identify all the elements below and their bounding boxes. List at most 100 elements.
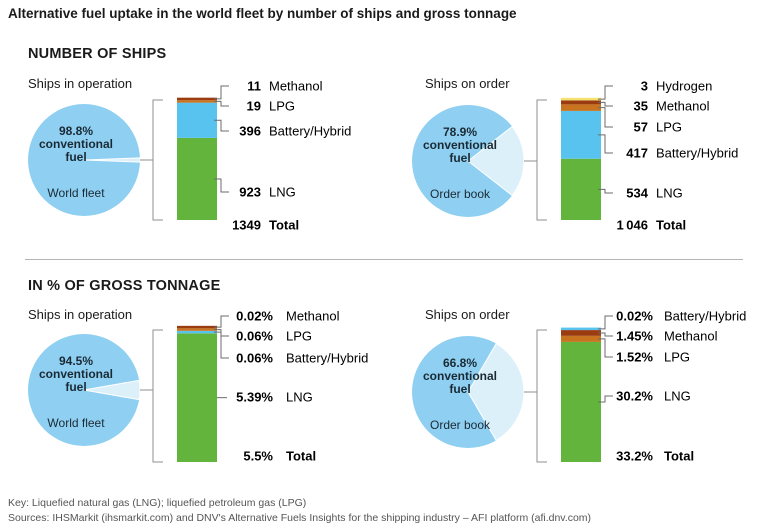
panel2-name-lng: LNG [656, 186, 683, 201]
panel2-name-lpg: LPG [656, 120, 682, 135]
panel4-name-battery-hybrid: Battery/Hybrid [664, 309, 746, 324]
panel1-name-methanol: Methanol [269, 79, 323, 94]
panel1-leader-battery-hybrid [214, 119, 229, 132]
panel4-bar-methanol [561, 330, 601, 336]
panel1-value-methanol: 11 [247, 79, 261, 94]
panel2-bar-methanol [561, 100, 601, 105]
panel3-value-methanol: 0.02% [236, 309, 273, 324]
panel4-bar-battery-hybrid [561, 327, 601, 331]
footer-key: Key: Liquefied natural gas (LNG); liquef… [8, 497, 307, 509]
panel2-name-battery-hybrid: Battery/Hybrid [656, 146, 738, 161]
chart-title: Alternative fuel uptake in the world fle… [8, 6, 517, 21]
panel1-pie-pct-label: 98.8% [59, 124, 93, 138]
panel-subtitle-tonnage-operation: Ships in operation [28, 307, 133, 322]
panel1-pie-name-label: World fleet [47, 186, 105, 200]
panel4-pie-fuel-label: fuel [449, 382, 470, 396]
panel1-leader-lpg [214, 100, 229, 107]
panel1-bar-lng [177, 137, 217, 220]
panel3-leader-battery-hybrid [214, 331, 229, 359]
panel2-value-battery-hybrid: 417 [626, 146, 648, 161]
panel-subtitle-ships-operation: Ships in operation [28, 76, 133, 91]
panel2-name-hydrogen: Hydrogen [656, 79, 712, 94]
panel2-bar-lpg [561, 104, 601, 111]
panel2-leader-battery-hybrid [598, 134, 613, 154]
panel1-bar-lpg [177, 100, 217, 103]
panel1-name-lpg: LPG [269, 99, 295, 114]
panel3-pie-conventional-label: conventional [39, 367, 113, 381]
panel3-name-lng: LNG [286, 390, 313, 405]
panel3-bar-battery-hybrid [177, 330, 217, 334]
panel4-pie-conventional-label: conventional [423, 369, 497, 383]
panel2-pie-conventional-label: conventional [423, 138, 497, 152]
panel2-total-value: 1 046 [616, 218, 648, 233]
panel1-leader-lng [214, 178, 229, 193]
panel2-pie-alternative-slice [467, 125, 525, 197]
panel1-total-value: 1349 [232, 218, 261, 233]
panel4-pie-name-label: Order book [430, 418, 491, 432]
panel3-leader-methanol [214, 315, 229, 328]
panel3-bar-methanol [177, 325, 217, 329]
panel3-pie-name-label: World fleet [47, 416, 105, 430]
panel2-bar-hydrogen [561, 97, 601, 101]
panel4-name-lpg: LPG [664, 350, 690, 365]
panel3-value-lng: 5.39% [236, 390, 273, 405]
panel2-name-methanol: Methanol [656, 99, 710, 114]
panel4-value-battery-hybrid: 0.02% [616, 309, 653, 324]
panel2-value-lpg: 57 [634, 120, 648, 135]
panel4-value-methanol: 1.45% [616, 329, 653, 344]
panel4-total-value: 33.2% [616, 449, 653, 464]
panel4-leader-methanol [598, 332, 613, 337]
panel2-value-methanol: 35 [634, 99, 648, 114]
panel4-pie-pct-label: 66.8% [443, 356, 477, 370]
panel2-bar-battery-hybrid [561, 110, 601, 159]
panel4-total-label: Total [664, 449, 694, 464]
panel2-pie-fuel-label: fuel [449, 151, 470, 165]
panel1-pie-fuel-label: fuel [65, 150, 86, 164]
panel4-leader-lng [598, 395, 613, 403]
panel2-leader-methanol [598, 101, 613, 107]
panel1-pie-conventional-label: conventional [39, 137, 113, 151]
panel4-value-lng: 30.2% [616, 389, 653, 404]
panel1-total-label: Total [269, 218, 299, 233]
panel2-leader-lng [598, 188, 613, 194]
panel3-pie-pct-label: 94.5% [59, 354, 93, 368]
footer-sources: Sources: IHSMarkit (ihsmarkit.com) and D… [8, 512, 592, 524]
panel4-name-lng: LNG [664, 389, 691, 404]
panel1-value-lng: 923 [239, 185, 261, 200]
panel3-name-lpg: LPG [286, 329, 312, 344]
panel1-name-battery-hybrid: Battery/Hybrid [269, 124, 351, 139]
panel1-leader-methanol [214, 85, 229, 100]
panel4-bracket [536, 329, 547, 463]
panel3-value-lpg: 0.06% [236, 329, 273, 344]
panel3-bracket [152, 329, 163, 463]
panel2-pie-pct-label: 78.9% [443, 125, 477, 139]
panel2-value-lng: 534 [626, 186, 648, 201]
panel4-leader-battery-hybrid [598, 315, 613, 330]
panel1-pie-alternative-slice [83, 157, 141, 163]
panel2-bar-lng [561, 158, 601, 220]
panel3-name-battery-hybrid: Battery/Hybrid [286, 351, 368, 366]
panel3-leader-lpg [214, 329, 229, 337]
panel1-value-lpg: 19 [247, 99, 261, 114]
panel3-pie-fuel-label: fuel [65, 380, 86, 394]
panel2-leader-hydrogen [598, 85, 613, 100]
panel1-bar-methanol [177, 97, 217, 101]
panel4-pie-alternative-slice [467, 342, 525, 442]
panel3-bar-lng [177, 333, 217, 462]
panel2-bracket [536, 99, 547, 221]
panel4-leader-lpg [598, 338, 613, 358]
panel2-leader-lpg [598, 107, 613, 128]
panel1-bracket [152, 99, 163, 221]
section-title-tonnage: IN % OF GROSS TONNAGE [28, 278, 221, 294]
panel4-name-methanol: Methanol [664, 329, 718, 344]
panel3-total-value: 5.5% [243, 449, 273, 464]
panel4-bar-lng [561, 341, 601, 462]
panel3-bar-lpg [177, 328, 217, 331]
panel3-name-methanol: Methanol [286, 309, 340, 324]
panel2-value-hydrogen: 3 [641, 79, 648, 94]
panel4-bar-lpg [561, 335, 601, 342]
panel1-name-lng: LNG [269, 185, 296, 200]
panel3-value-battery-hybrid: 0.06% [236, 351, 273, 366]
panel4-value-lpg: 1.52% [616, 350, 653, 365]
